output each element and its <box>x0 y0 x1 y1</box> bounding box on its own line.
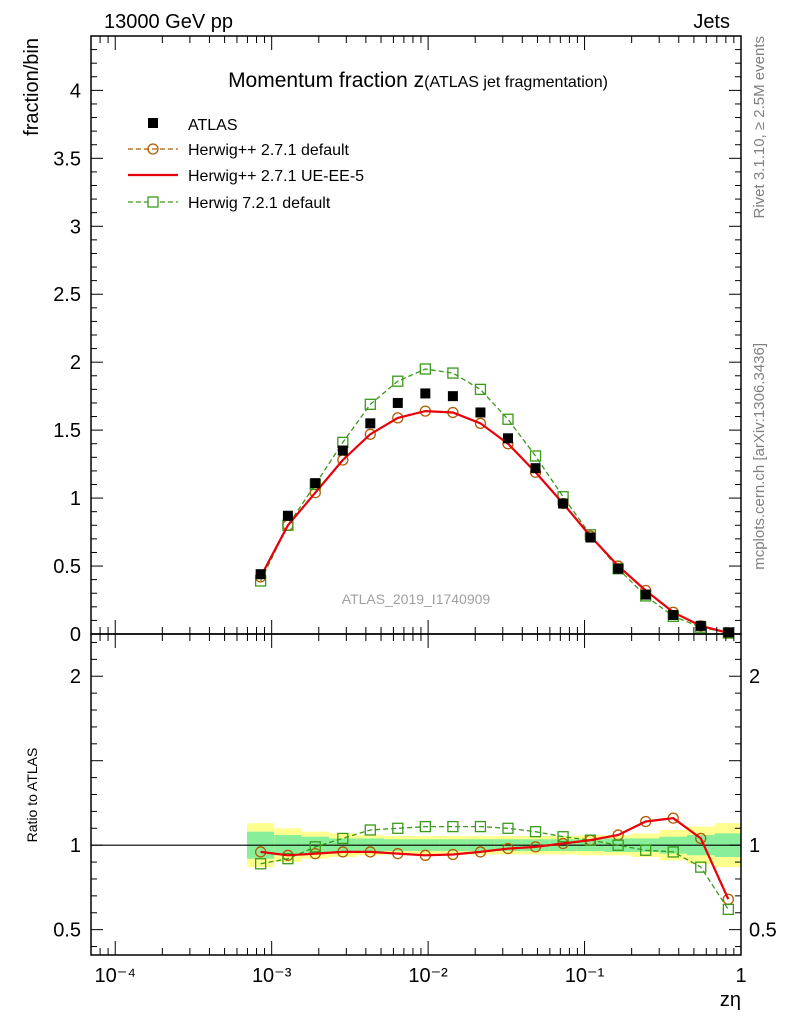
x-axis-label: zη <box>720 989 741 1011</box>
chart-title: Momentum fraction z(ATLAS jet fragmentat… <box>228 69 608 92</box>
header-right: Jets <box>693 11 730 33</box>
legend-label-atlas: ATLAS <box>188 117 238 134</box>
main-line-herwig-2-7-1-ue-ee-5 <box>259 409 729 634</box>
main-marker-herwig-7-2-1-default <box>392 375 404 387</box>
main-point-atlas <box>502 433 513 444</box>
main-point-atlas <box>723 627 734 638</box>
x-tick-label: 10⁻⁴ <box>95 965 136 987</box>
legend-entry-herwigpp-ueee5: Herwig++ 2.7.1 UE-EE-5 <box>128 168 364 185</box>
ratio-frame <box>90 633 742 956</box>
ratio-marker-herwig-7-2-1-default <box>557 831 569 843</box>
main-y-tick-label: 1 <box>70 488 81 510</box>
main-point-atlas <box>447 391 458 402</box>
analysis-watermark: ATLAS_2019_I1740909 <box>342 591 491 607</box>
main-line-herwig-7-2-1-default <box>260 368 729 634</box>
ratio-y-tick-label-right: 1 <box>749 835 760 857</box>
main-point-atlas <box>392 397 403 408</box>
main-point-atlas <box>530 463 541 474</box>
series-layer <box>254 363 734 916</box>
ratio-marker-herwig-7-2-1-default <box>529 826 542 838</box>
main-y-tick-label: 3 <box>70 216 81 238</box>
main-marker-herwig-7-2-1-default <box>474 383 487 396</box>
ratio-marker-herwig-7-2-1-default <box>695 861 707 873</box>
main-marker-herwig-7-2-1-default <box>529 450 542 462</box>
main-point-atlas <box>420 388 431 399</box>
ratio-marker-herwig-7-2-1-default <box>309 841 321 853</box>
main-y-tick-label: 4 <box>70 80 81 102</box>
tick-labels: 0 0.5 1 1.5 2 2.5 3 3.5 4 0.5 0.5 1 1 2 2 10⁻⁴ 10⁻³ 10⁻² 1… <box>53 80 777 987</box>
main-marker-herwig-7-2-1-default <box>364 398 376 410</box>
main-marker-herwig-7-2-1-default <box>447 367 459 379</box>
main-marker-herwig-2-7-1-default <box>474 417 487 429</box>
legend-marker-herwigpp-default <box>147 143 159 155</box>
x-tick-label: 1 <box>735 965 746 987</box>
main-marker-herwig-2-7-1-default <box>392 412 404 424</box>
legend-label-herwigpp-default: Herwig++ 2.7.1 default <box>188 142 350 159</box>
ratio-marker-herwig-7-2-1-default <box>282 853 294 865</box>
ratio-marker-herwig-7-2-1-default <box>667 846 679 858</box>
main-point-atlas <box>365 418 376 429</box>
main-y-tick-label: 2.5 <box>53 284 81 306</box>
x-tick-label: 10⁻² <box>408 965 448 987</box>
main-point-atlas <box>640 589 651 600</box>
ratio-marker-herwig-7-2-1-default <box>337 832 349 845</box>
ratio-marker-herwig-7-2-1-default <box>419 820 431 833</box>
main-y-axis-label: fraction/bin <box>21 38 43 136</box>
main-point-atlas <box>310 478 321 489</box>
ratio-y-tick-label-left: 2 <box>70 666 81 688</box>
main-y-tick-label: 1.5 <box>53 420 81 442</box>
side-label-rivet: Rivet 3.1.10, ≥ 2.5M events <box>751 36 768 219</box>
ratio-marker-herwig-2-7-1-default <box>695 832 707 845</box>
ratio-y-tick-label-right: 2 <box>749 666 760 688</box>
ratio-marker-herwig-7-2-1-default <box>640 844 652 856</box>
ratio-marker-herwig-7-2-1-default <box>474 820 487 833</box>
ratio-line-herwig-2-7-1-ue-ee-5 <box>260 817 730 900</box>
main-point-atlas <box>585 532 596 543</box>
legend-marker-herwig7-default <box>147 196 159 208</box>
main-marker-herwig-7-2-1-default <box>419 363 431 375</box>
chart-subtitle: (ATLAS jet fragmentation) <box>424 74 608 91</box>
main-y-tick-label: 2 <box>70 352 81 374</box>
ratio-y-tick-label-left: 0.5 <box>53 920 81 942</box>
x-tick-label: 10⁻¹ <box>565 965 605 987</box>
main-point-atlas <box>255 569 266 580</box>
ratio-marker-herwig-7-2-1-default <box>392 822 404 834</box>
main-y-tick-label: 3.5 <box>53 148 81 170</box>
main-marker-herwig-2-7-1-default <box>364 428 376 440</box>
chart-title-main: Momentum fraction z <box>228 69 424 92</box>
ratio-y-axis-label: Ratio to ATLAS <box>24 748 40 843</box>
header-left: 13000 GeV pp <box>104 11 233 33</box>
x-tick-label: 10⁻³ <box>252 965 292 987</box>
main-point-atlas <box>282 510 293 521</box>
main-point-atlas <box>613 563 624 574</box>
legend-label-herwig7-default: Herwig 7.2.1 default <box>188 195 331 212</box>
main-point-atlas <box>668 609 679 620</box>
ratio-marker-herwig-7-2-1-default <box>254 858 267 870</box>
ratio-marker-herwig-7-2-1-default <box>447 820 459 833</box>
legend-entry-herwig7-default: Herwig 7.2.1 default <box>128 195 331 212</box>
legend-label-herwigpp-ueee5: Herwig++ 2.7.1 UE-EE-5 <box>188 168 364 185</box>
ratio-y-tick-label-left: 1 <box>70 835 81 857</box>
legend-entry-herwigpp-default: Herwig++ 2.7.1 default <box>128 142 350 159</box>
ratio-marker-herwig-7-2-1-default <box>722 903 734 916</box>
ratio-y-tick-label-right: 0.5 <box>749 920 777 942</box>
axes <box>90 35 742 956</box>
legend-marker-atlas <box>148 118 158 128</box>
ratio-marker-herwig-2-7-1-default <box>722 893 734 905</box>
ratio-line-herwig-2-7-1-default <box>260 817 729 900</box>
legend-entry-atlas: ATLAS <box>148 117 238 134</box>
main-point-atlas <box>337 445 348 456</box>
legend: ATLAS Herwig++ 2.7.1 default Herwig++ 2.… <box>128 117 364 212</box>
main-point-atlas <box>695 620 706 631</box>
ratio-marker-herwig-7-2-1-default <box>502 822 514 834</box>
ratio-marker-herwig-7-2-1-default <box>612 839 624 851</box>
main-y-tick-label: 0.5 <box>53 556 81 578</box>
ratio-marker-herwig-7-2-1-default <box>364 824 376 836</box>
main-point-atlas <box>558 498 569 509</box>
main-marker-herwig-7-2-1-default <box>502 413 514 425</box>
main-point-atlas <box>475 407 486 418</box>
side-label-mcplots: mcplots.cern.ch [arXiv:1306.3436] <box>751 343 768 570</box>
main-y-tick-label: 0 <box>70 624 81 646</box>
